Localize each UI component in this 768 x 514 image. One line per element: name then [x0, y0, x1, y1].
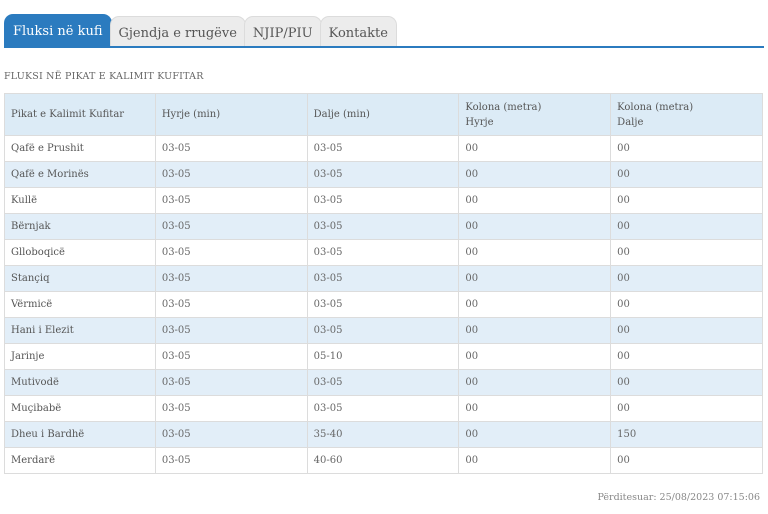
tab-bar: Fluksi në kufi Gjendja e rrugëve NJIP/PI…: [4, 14, 397, 48]
value-cell: 03-05: [306, 239, 460, 266]
value-cell: 00: [610, 447, 763, 474]
value-cell: 03-05: [154, 395, 308, 422]
last-updated: Përditesuar: 25/08/2023 07:15:06: [597, 492, 760, 503]
crossing-name-cell: Muçibabë: [4, 395, 156, 422]
header-crossing-point: Pikat e Kalimit Kufitar: [4, 93, 156, 136]
value-cell: 150: [610, 421, 763, 448]
tab-underline: [4, 46, 764, 48]
header-entry-min: Hyrje (min): [154, 93, 308, 136]
value-cell: 03-05: [154, 447, 308, 474]
value-cell: 00: [610, 213, 763, 240]
table-row: Merdarë 03-05 40-60 00 00: [4, 447, 763, 474]
table-row: Mutivodë 03-05 03-05 00 00: [4, 369, 763, 396]
value-cell: 03-05: [154, 161, 308, 188]
table-row: Hani i Elezit 03-05 03-05 00 00: [4, 317, 763, 344]
crossing-name-cell: Dheu i Bardhë: [4, 421, 156, 448]
value-cell: 00: [610, 239, 763, 266]
value-cell: 00: [458, 291, 612, 318]
value-cell: 03-05: [306, 369, 460, 396]
value-cell: 03-05: [306, 135, 460, 162]
table-row: Jarinje 03-05 05-10 00 00: [4, 343, 763, 370]
table-row: Glloboqicë 03-05 03-05 00 00: [4, 239, 763, 266]
table-row: Qafë e Morinës 03-05 03-05 00 00: [4, 161, 763, 188]
crossing-name-cell: Merdarë: [4, 447, 156, 474]
crossing-name-cell: Glloboqicë: [4, 239, 156, 266]
crossing-name-cell: Bërnjak: [4, 213, 156, 240]
value-cell: 03-05: [154, 421, 308, 448]
border-flux-table: Pikat e Kalimit Kufitar Hyrje (min) Dalj…: [4, 93, 763, 474]
value-cell: 00: [458, 343, 612, 370]
value-cell: 03-05: [154, 187, 308, 214]
table-body: Qafë e Prushit 03-05 03-05 00 00 Qafë e Morin…: [4, 135, 763, 474]
crossing-name-cell: Hani i Elezit: [4, 317, 156, 344]
tab-njip-piu[interactable]: NJIP/PIU: [243, 16, 322, 48]
value-cell: 00: [610, 291, 763, 318]
table-row: Stançiq 03-05 03-05 00 00: [4, 265, 763, 292]
tab-kontakte[interactable]: Kontakte: [319, 16, 397, 48]
value-cell: 03-05: [154, 317, 308, 344]
table-row: Vërmicë 03-05 03-05 00 00: [4, 291, 763, 318]
value-cell: 00: [610, 187, 763, 214]
value-cell: 00: [458, 161, 612, 188]
value-cell: 40-60: [306, 447, 460, 474]
section-title: FLUKSI NË PIKAT E KALIMIT KUFITAR: [4, 71, 204, 82]
value-cell: 03-05: [306, 213, 460, 240]
value-cell: 03-05: [306, 395, 460, 422]
crossing-name-cell: Stançiq: [4, 265, 156, 292]
tab-gjendja-e-rrugeve[interactable]: Gjendja e rrugëve: [109, 16, 246, 48]
table-row: Muçibabë 03-05 03-05 00 00: [4, 395, 763, 422]
value-cell: 03-05: [154, 265, 308, 292]
value-cell: 03-05: [306, 317, 460, 344]
value-cell: 03-05: [306, 291, 460, 318]
value-cell: 00: [458, 239, 612, 266]
value-cell: 00: [458, 317, 612, 344]
value-cell: 00: [610, 265, 763, 292]
header-queue-exit: Kolona (metra) Dalje: [610, 93, 763, 136]
table-row: Dheu i Bardhë 03-05 35-40 00 150: [4, 421, 763, 448]
value-cell: 00: [458, 187, 612, 214]
value-cell: 05-10: [306, 343, 460, 370]
value-cell: 35-40: [306, 421, 460, 448]
value-cell: 00: [458, 265, 612, 292]
crossing-name-cell: Mutivodë: [4, 369, 156, 396]
value-cell: 03-05: [154, 135, 308, 162]
value-cell: 00: [610, 135, 763, 162]
value-cell: 00: [458, 213, 612, 240]
table-header-row: Pikat e Kalimit Kufitar Hyrje (min) Dalj…: [4, 93, 763, 136]
value-cell: 00: [458, 421, 612, 448]
value-cell: 03-05: [306, 161, 460, 188]
tab-fluksi-ne-kufi[interactable]: Fluksi në kufi: [4, 14, 112, 48]
value-cell: 00: [458, 135, 612, 162]
value-cell: 00: [610, 317, 763, 344]
crossing-name-cell: Jarinje: [4, 343, 156, 370]
crossing-name-cell: Qafë e Prushit: [4, 135, 156, 162]
value-cell: 00: [458, 395, 612, 422]
value-cell: 00: [610, 369, 763, 396]
crossing-name-cell: Kullë: [4, 187, 156, 214]
value-cell: 03-05: [154, 291, 308, 318]
table-row: Qafë e Prushit 03-05 03-05 00 00: [4, 135, 763, 162]
value-cell: 03-05: [154, 369, 308, 396]
header-queue-entry: Kolona (metra) Hyrje: [458, 93, 612, 136]
value-cell: 00: [610, 343, 763, 370]
header-exit-min: Dalje (min): [306, 93, 460, 136]
value-cell: 03-05: [306, 265, 460, 292]
value-cell: 03-05: [154, 239, 308, 266]
value-cell: 03-05: [154, 343, 308, 370]
crossing-name-cell: Qafë e Morinës: [4, 161, 156, 188]
crossing-name-cell: Vërmicë: [4, 291, 156, 318]
value-cell: 00: [458, 447, 612, 474]
table-row: Bërnjak 03-05 03-05 00 00: [4, 213, 763, 240]
value-cell: 00: [610, 161, 763, 188]
value-cell: 00: [458, 369, 612, 396]
table-row: Kullë 03-05 03-05 00 00: [4, 187, 763, 214]
value-cell: 00: [610, 395, 763, 422]
value-cell: 03-05: [154, 213, 308, 240]
value-cell: 03-05: [306, 187, 460, 214]
